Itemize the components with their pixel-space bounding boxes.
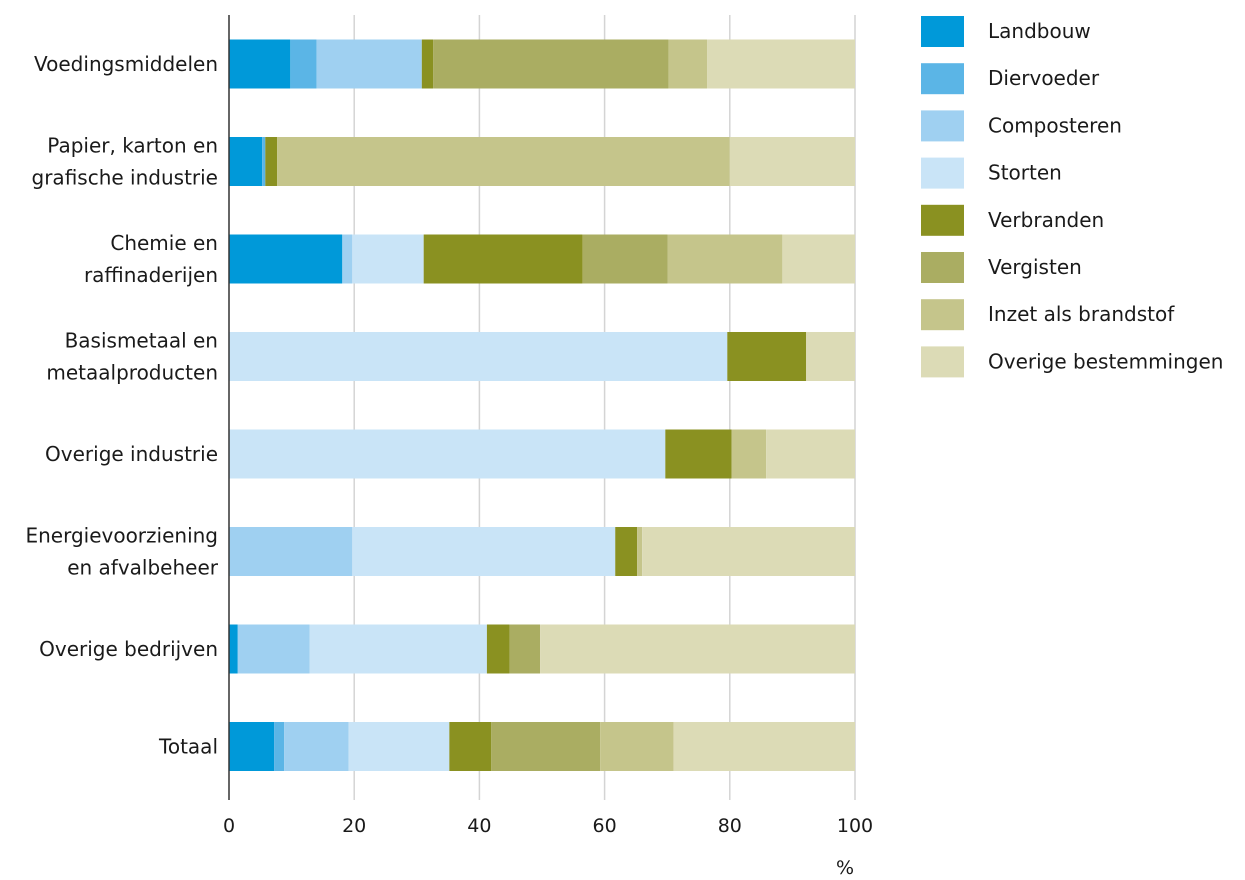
bar-segment xyxy=(667,234,783,284)
legend-label: Composteren xyxy=(988,113,1122,137)
bar-segment xyxy=(673,722,855,771)
category-label: Totaal xyxy=(158,735,218,759)
legend-swatch xyxy=(921,157,964,189)
bar-segment xyxy=(449,722,492,771)
legend-swatch xyxy=(921,252,964,283)
bar-segment xyxy=(491,722,601,771)
bar-segment xyxy=(707,39,855,89)
legend-swatch xyxy=(921,346,964,378)
category-label: Papier, karton en xyxy=(47,134,218,158)
bar-segment xyxy=(265,137,278,186)
bar-segment xyxy=(229,137,263,186)
legend-label: Landbouw xyxy=(988,19,1091,43)
category-label: Overige bedrijven xyxy=(39,637,218,661)
legend-swatch xyxy=(921,63,964,95)
bar-segment xyxy=(642,527,855,576)
legend-swatch xyxy=(921,16,964,47)
category-label: en afvalbeheer xyxy=(67,556,219,580)
bar-segment xyxy=(806,332,855,381)
category-label: Chemie en xyxy=(110,231,218,255)
bar-segment xyxy=(309,624,487,674)
bar-segment xyxy=(729,137,855,186)
legend-label: Vergisten xyxy=(988,255,1082,279)
bar-segment xyxy=(615,527,638,576)
bar-segment xyxy=(229,722,275,771)
legend-label: Verbranden xyxy=(988,208,1104,232)
bar-segment xyxy=(582,234,668,284)
bar-segment xyxy=(509,624,541,674)
category-labels: Voedingsmiddelen Papier, karton en grafisc… xyxy=(25,52,218,759)
bar-segment xyxy=(342,234,353,284)
x-tick-label: 100 xyxy=(837,815,873,837)
bars xyxy=(229,39,855,771)
legend-label: Overige bestemmingen xyxy=(988,349,1223,373)
bar-segment xyxy=(665,429,732,479)
legend-label: Inzet als brandstof xyxy=(988,302,1175,326)
bar-segment xyxy=(348,722,450,771)
x-tick-label: 80 xyxy=(718,815,742,837)
bar-segment xyxy=(782,234,855,284)
category-label: Voedingsmiddelen xyxy=(34,52,218,76)
category-label: raffinaderijen xyxy=(84,263,218,287)
x-tick-labels: 0 20 40 60 80 100 xyxy=(223,815,873,837)
x-tick-label: 60 xyxy=(593,815,617,837)
category-label: metaalproducten xyxy=(46,361,218,385)
x-tick-label: 0 xyxy=(223,815,235,837)
category-label: grafische industrie xyxy=(32,166,218,190)
bar-segment xyxy=(421,39,434,89)
x-axis-label: % xyxy=(836,857,854,879)
bar-segment xyxy=(600,722,674,771)
bar-segment xyxy=(731,429,767,479)
bar-segment xyxy=(637,527,643,576)
bar-segment xyxy=(486,624,510,674)
bar-segment xyxy=(433,39,669,89)
bar-segment xyxy=(274,722,285,771)
legend: Landbouw Diervoeder Composteren Storten Verb… xyxy=(921,16,1223,378)
bar-segment xyxy=(727,332,807,381)
bar-segment xyxy=(237,624,310,674)
bar-segment xyxy=(290,39,317,89)
bar-segment xyxy=(262,137,266,186)
category-label: Overige industrie xyxy=(45,442,218,466)
category-label: Energievoorziening xyxy=(25,524,218,548)
bar-segment xyxy=(352,527,616,576)
bar-segment xyxy=(229,429,666,479)
bar-segment xyxy=(229,527,353,576)
bar-segment xyxy=(316,39,422,89)
legend-label: Diervoeder xyxy=(988,66,1100,90)
legend-swatch xyxy=(921,299,964,331)
bar-segment xyxy=(352,234,424,284)
legend-swatch xyxy=(921,110,964,142)
bar-segment xyxy=(229,624,238,674)
bar-segment xyxy=(277,137,730,186)
x-tick-label: 40 xyxy=(467,815,491,837)
bar-segment xyxy=(423,234,583,284)
bar-segment xyxy=(229,39,291,89)
legend-swatch xyxy=(921,204,964,236)
legend-label: Storten xyxy=(988,161,1062,185)
bar-segment xyxy=(229,332,728,381)
category-label: Basismetaal en xyxy=(65,329,218,353)
bar-segment xyxy=(766,429,855,479)
x-tick-label: 20 xyxy=(342,815,366,837)
bar-segment xyxy=(540,624,855,674)
gridlines xyxy=(353,15,856,800)
bar-segment xyxy=(229,234,343,284)
bar-segment xyxy=(668,39,708,89)
bar-segment xyxy=(284,722,349,771)
